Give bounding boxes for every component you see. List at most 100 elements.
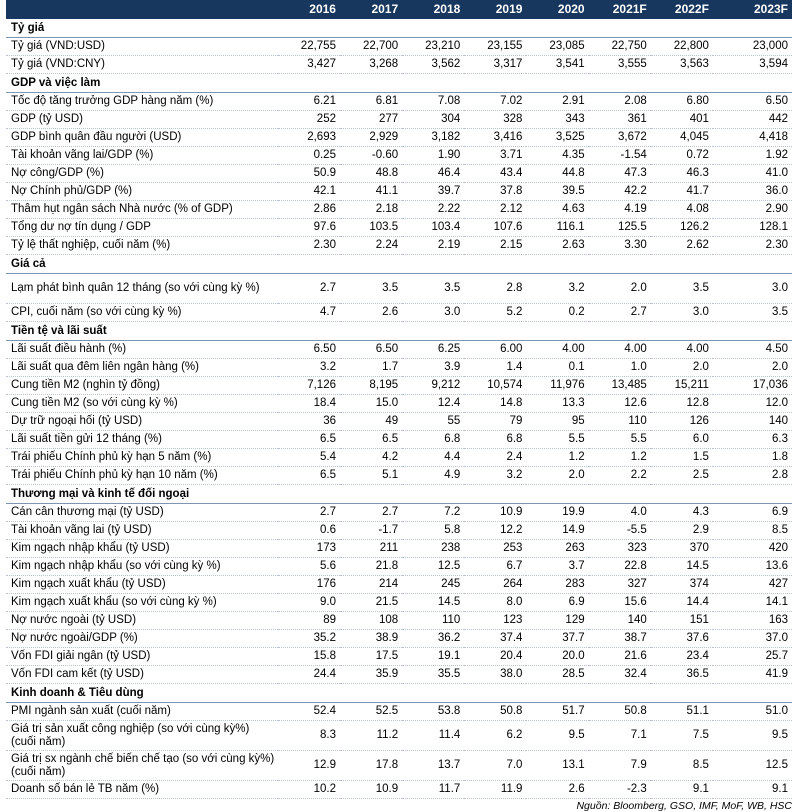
value-cell: 37.8	[464, 182, 527, 201]
value-cell: 50.9	[277, 164, 340, 183]
value-cell: 37.0	[712, 629, 792, 648]
value-cell: 11,976	[526, 376, 589, 395]
value-cell: 19.9	[526, 503, 589, 522]
value-cell: 123	[464, 611, 527, 630]
row-label: Tài khoản vãng lai (tỷ USD)	[6, 521, 278, 540]
row-label: Nợ nước ngoài/GDP (%)	[6, 629, 278, 648]
row-label: Tỷ lệ thất nghiệp, cuối năm (%)	[6, 236, 278, 255]
table-row: Tài khoản vãng lai/GDP (%) 0.25 -0.60 1.90 3…	[6, 146, 792, 165]
row-label: Lạm phát bình quân 12 tháng (so với cùng…	[6, 273, 278, 304]
year-header: 2019	[464, 0, 527, 19]
value-cell: 4.00	[650, 340, 713, 359]
value-cell: 0.72	[650, 146, 713, 165]
row-label: Kim ngạch xuất khẩu (so với cùng kỳ %)	[6, 593, 278, 612]
value-cell: 3,525	[526, 128, 589, 147]
value-cell: 7.08	[402, 92, 465, 111]
value-cell: 2.7	[588, 303, 651, 322]
table-row: Nợ công/GDP (%) 50.9 48.8 46.4 43.4 44.8 47.3 4…	[6, 164, 792, 183]
value-cell: 110	[588, 412, 651, 431]
value-cell: 6.5	[277, 466, 340, 485]
value-cell: 1.5	[650, 448, 713, 467]
value-cell: 20.0	[526, 647, 589, 666]
value-cell: 5.4	[277, 448, 340, 467]
value-cell: 0.25	[277, 146, 340, 165]
value-cell: 1.8	[712, 448, 792, 467]
row-label: Tổng dư nợ tín dụng / GDP	[6, 218, 278, 237]
value-cell: 4.08	[650, 200, 713, 219]
table-row: Cung tiền M2 (so với cùng kỳ %) 18.4 15.0 1…	[6, 394, 792, 413]
value-cell: 3.71	[464, 146, 527, 165]
year-header: 2016	[277, 0, 340, 19]
value-cell: 0.2	[526, 303, 589, 322]
value-cell: 3,562	[402, 55, 465, 74]
value-cell: 43.4	[464, 164, 527, 183]
table-row: Lãi suất điều hành (%) 6.50 6.50 6.25 6.00 4.…	[6, 340, 792, 359]
value-cell: 4,045	[650, 128, 713, 147]
value-cell: 13.6	[712, 557, 792, 576]
value-cell: 211	[339, 539, 403, 558]
table-row: Vốn FDI giải ngân (tỷ USD) 15.8 17.5 19.1 20…	[6, 647, 792, 666]
value-cell: 2.08	[588, 92, 651, 111]
value-cell: 4.9	[402, 466, 465, 485]
value-cell: 47.3	[588, 164, 651, 183]
value-cell: 8.0	[464, 593, 527, 612]
value-cell: 3.2	[526, 273, 589, 304]
value-cell: 2.24	[339, 236, 403, 255]
value-cell: 37.6	[650, 629, 713, 648]
value-cell: 12.8	[650, 394, 713, 413]
value-cell: 49	[339, 412, 403, 431]
table-row: Nợ Chính phủ/GDP (%) 42.1 41.1 39.7 37.8 39.5…	[6, 182, 792, 201]
table-row: Tỷ giá (VND:USD) 22,755 22,700 23,210 23,155…	[6, 37, 792, 56]
row-label: Trái phiếu Chính phủ kỳ hạn 10 năm (%)	[6, 466, 278, 485]
value-cell: 19.1	[402, 647, 465, 666]
value-cell: 13.7	[402, 750, 465, 781]
section-header-row: Tỷ giá	[6, 19, 792, 38]
value-cell: 41.1	[339, 182, 403, 201]
value-cell: 39.5	[526, 182, 589, 201]
value-cell: 4.2	[339, 448, 403, 467]
value-cell: 14.5	[402, 593, 465, 612]
value-cell: 9.5	[712, 720, 792, 751]
row-label: Thâm hụt ngân sách Nhà nước (% of GDP)	[6, 200, 278, 219]
value-cell: 36.5	[650, 665, 713, 684]
value-cell: 245	[402, 575, 465, 594]
value-cell: 6.7	[464, 557, 527, 576]
value-cell: 2,929	[339, 128, 403, 147]
value-cell: 8,195	[339, 376, 403, 395]
value-cell: 10.9	[464, 503, 527, 522]
value-cell: 3,555	[588, 55, 651, 74]
value-cell: 3.30	[588, 236, 651, 255]
value-cell: 1.0	[588, 358, 651, 377]
value-cell: 125.5	[588, 218, 651, 237]
value-cell: 328	[464, 110, 527, 129]
value-cell: 2.2	[588, 466, 651, 485]
value-cell: 1.4	[464, 358, 527, 377]
value-cell: 11.4	[402, 720, 465, 751]
table-row: Cán cân thương mại (tỷ USD) 2.7 2.7 7.2 10.9…	[6, 503, 792, 522]
table-row: Trái phiếu Chính phủ kỳ hạn 5 năm (%) 5.4…	[6, 448, 792, 467]
row-label: Cán cân thương mại (tỷ USD)	[6, 503, 278, 522]
value-cell: 52.5	[339, 702, 403, 721]
value-cell: 15.8	[277, 647, 340, 666]
value-cell: 97.6	[277, 218, 340, 237]
value-cell: 163	[712, 611, 792, 630]
table-row: Tài khoản vãng lai (tỷ USD) 0.6 -1.7 5.8 12.…	[6, 521, 792, 540]
row-label: Vốn FDI giải ngân (tỷ USD)	[6, 647, 278, 666]
value-cell: -2.3	[588, 780, 651, 799]
value-cell: 3,427	[277, 55, 340, 74]
row-label: Kim ngạch xuất khẩu (tỷ USD)	[6, 575, 278, 594]
value-cell: 41.7	[650, 182, 713, 201]
value-cell: 140	[588, 611, 651, 630]
value-cell: 4.19	[588, 200, 651, 219]
value-cell: 3.5	[339, 273, 403, 304]
value-cell: 2.18	[339, 200, 403, 219]
value-cell: 7.1	[588, 720, 651, 751]
value-cell: 4,418	[712, 128, 792, 147]
value-cell: 4.00	[526, 340, 589, 359]
table-row: Vốn FDI cam kết (tỷ USD) 24.4 35.9 35.5 38.0…	[6, 665, 792, 684]
value-cell: 3.9	[402, 358, 465, 377]
value-cell: 4.3	[650, 503, 713, 522]
value-cell: 2.5	[650, 466, 713, 485]
table-row: CPI, cuối năm (so với cùng kỳ %) 4.7 2.6 3.…	[6, 303, 792, 322]
value-cell: 9,212	[402, 376, 465, 395]
